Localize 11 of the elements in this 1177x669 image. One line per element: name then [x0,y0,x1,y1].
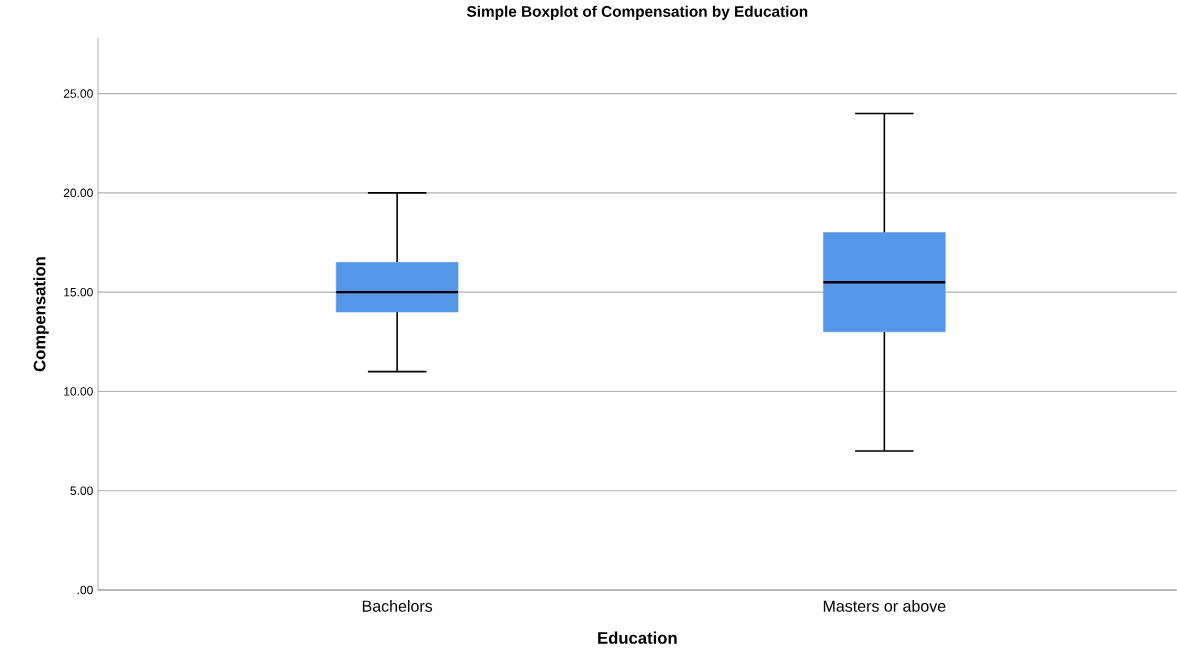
y-tick-label: 15.00 [64,287,93,297]
y-tick-label: 20.00 [63,188,93,198]
y-tick-label: .00 [77,585,93,595]
y-axis-title: Compensation [33,257,49,372]
y-tick-label: 5.00 [70,486,93,495]
chart-title: Simple Boxplot of Compensation by Education [466,5,808,20]
x-axis-title: Education [598,631,677,644]
y-tick-label: 10.00 [64,387,93,396]
y-tick-label: 25.00 [63,89,93,98]
x-tick-label: Bachelors [362,600,433,612]
x-tick-label: Masters or above [823,600,946,612]
